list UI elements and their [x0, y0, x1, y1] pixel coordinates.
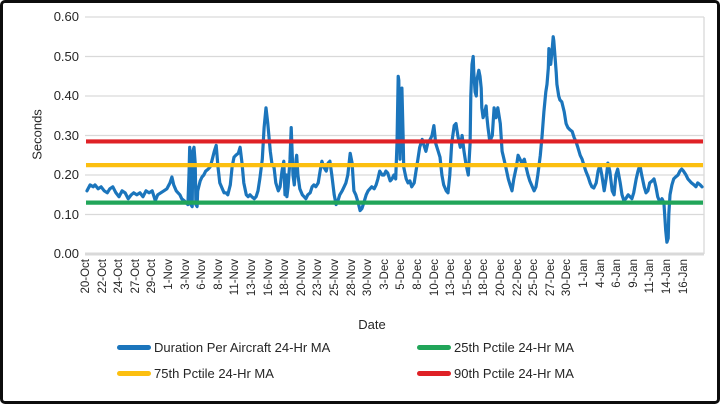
duration-series-line — [85, 35, 704, 244]
x-tick-label: 16-Jan — [677, 259, 690, 295]
x-tick-label: 30-Nov — [362, 259, 375, 297]
x-tick-label: 1-Jan — [578, 259, 590, 288]
x-tick-label: 18-Dec — [478, 259, 491, 297]
legend-swatch-icon — [417, 371, 451, 376]
x-tick-label: 6-Nov — [196, 259, 209, 290]
x-tick-label: 9-Jan — [627, 259, 640, 288]
x-tick-label: 6-Jan — [611, 259, 624, 288]
x-tick-label: 11-Jan — [644, 259, 657, 294]
x-axis-title: Date — [358, 317, 386, 332]
x-tick-label: 25-Nov — [329, 259, 341, 297]
x-tick-label: 22-Oct — [96, 259, 109, 294]
y-tick-label: 0.50 — [53, 48, 79, 64]
x-tick-label: 27-Oct — [129, 259, 142, 294]
legend-item: 25th Pctile 24-Hr MA — [417, 339, 574, 356]
x-tick-label: 4-Jan — [594, 259, 607, 288]
x-tick-label: 8-Nov — [212, 259, 225, 290]
y-tick-label: 0.10 — [53, 206, 79, 222]
legend-label: 90th Pctile 24-Hr MA — [454, 366, 574, 381]
legend-swatch-icon — [117, 371, 151, 376]
x-tick-label: 1-Nov — [163, 259, 175, 290]
legend-label: Duration Per Aircraft 24-Hr MA — [154, 340, 331, 355]
legend: Duration Per Aircraft 24-Hr MA 25th Pctil… — [117, 339, 574, 382]
y-tick-label: 0.40 — [53, 88, 79, 103]
x-tick-label: 20-Oct — [80, 259, 92, 294]
x-tick-label: 10-Dec — [428, 259, 441, 297]
x-tick-label: 24-Oct — [113, 259, 126, 294]
legend-label: 25th Pctile 24-Hr MA — [454, 340, 574, 355]
x-tick-label: 3-Dec — [378, 259, 391, 290]
x-tick-label: 5-Dec — [395, 259, 408, 290]
y-axis-title: Seconds — [29, 109, 45, 160]
x-tick-label: 3-Nov — [179, 259, 192, 290]
x-tick-label: 22-Dec — [511, 259, 524, 297]
y-tick-label: 0.60 — [53, 9, 79, 24]
x-tick-label: 11-Nov — [229, 259, 242, 296]
x-tick-label: 27-Dec — [544, 259, 557, 297]
legend-item: Duration Per Aircraft 24-Hr MA — [117, 339, 417, 356]
x-tick-label: 8-Dec — [412, 259, 424, 290]
x-tick-label: 18-Nov — [279, 259, 292, 297]
x-tick-label: 23-Nov — [312, 259, 325, 297]
x-tick-label: 15-Dec — [461, 259, 474, 297]
x-tick-label: 20-Dec — [495, 259, 507, 297]
y-tick-label: 0.20 — [53, 167, 79, 182]
y-tick-label: 0.00 — [53, 246, 79, 261]
legend-item: 75th Pctile 24-Hr MA — [117, 365, 417, 382]
x-tick-label: 13-Nov — [246, 259, 258, 297]
x-tick-label: 14-Jan — [661, 259, 673, 295]
x-tick-label: 29-Oct — [146, 259, 159, 294]
legend-item: 90th Pctile 24-Hr MA — [417, 365, 574, 382]
x-tick-label: 28-Nov — [345, 259, 358, 297]
legend-label: 75th Pctile 24-Hr MA — [154, 366, 274, 381]
x-tick-label: 20-Nov — [295, 259, 308, 297]
legend-swatch-icon — [117, 345, 151, 350]
x-tick-label: 16-Nov — [262, 259, 275, 297]
y-tick-label: 0.30 — [53, 127, 79, 143]
x-tick-label: 25-Dec — [528, 259, 541, 297]
legend-swatch-icon — [417, 345, 451, 350]
x-tick-label: 30-Dec — [561, 259, 574, 297]
x-tick-label: 13-Dec — [445, 259, 458, 297]
